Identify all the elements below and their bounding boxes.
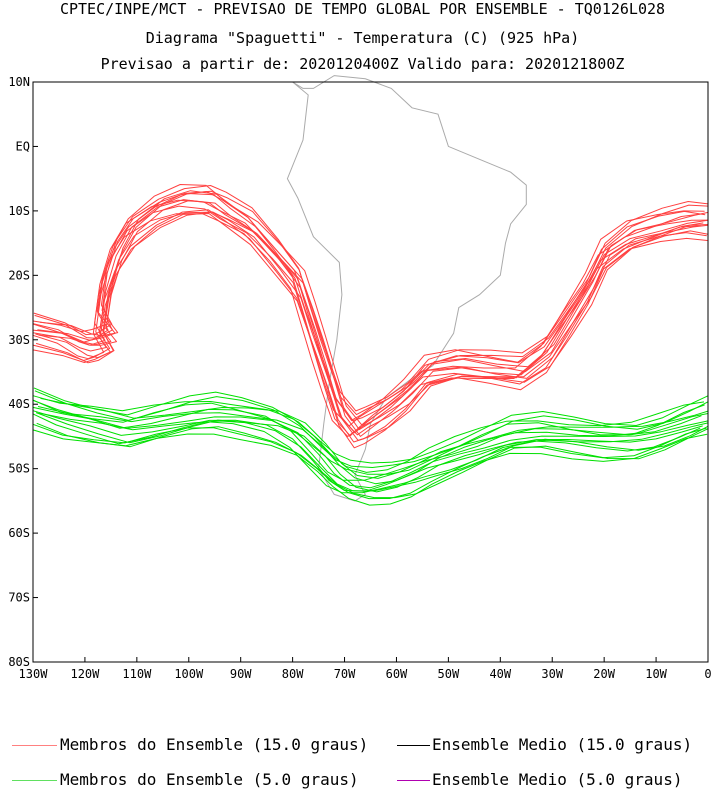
y-tick-label: 60S [8,526,30,540]
ensemble-member-5-9 [32,399,702,481]
ensemble-member-15-6 [34,190,709,416]
x-tick-label: 100W [174,667,204,681]
legend-line-black-mean [397,745,430,746]
ensemble-member-5-10 [33,387,709,464]
x-tick-label: 50W [438,667,460,681]
ensemble-member-5-4 [37,406,709,485]
legend-line-red-members [12,745,57,746]
ensemble-member-15-9 [32,199,703,427]
y-tick-label: EQ [16,139,30,153]
ensemble-member-5-6 [34,390,709,468]
x-tick-label: 40W [489,667,511,681]
legend-label-red-members: Membros do Ensemble (15.0 graus) [60,735,369,754]
x-tick-label: 30W [541,667,563,681]
x-tick-label: 0 [704,667,711,681]
legend-label-green-members: Membros do Ensemble (5.0 graus) [60,770,359,789]
ensemble-member-5-5 [32,410,703,492]
x-tick-label: 70W [334,667,356,681]
x-tick-label: 10W [645,667,667,681]
ensemble-member-5-8 [39,412,709,493]
south-america-coastline [286,75,527,502]
plot-frame [32,81,709,663]
ensemble-member-5-13 [32,413,701,494]
series-layer [32,184,709,506]
x-tick-label: 20W [593,667,615,681]
chart-header-line1: CPTEC/INPE/MCT - PREVISAO DE TEMPO GLOBA… [59,0,666,18]
ensemble-member-5-1 [32,406,709,489]
y-tick-label: 20S [8,268,30,282]
x-tick-label: 60W [386,667,408,681]
y-tick-label: 80S [8,655,30,669]
land-layer [286,75,527,502]
ensemble-member-15-14 [35,211,709,441]
x-tick-label: 120W [70,667,100,681]
legend-label-purple-mean: Ensemble Medio (5.0 graus) [432,770,683,789]
y-tick-label: 50S [8,462,30,476]
ensemble-member-5-14 [36,422,709,499]
y-tick-label: 70S [8,591,30,605]
ensemble-member-15-13 [32,213,701,437]
ensemble-member-15-12 [39,190,709,426]
legend-line-purple-mean [397,780,430,781]
ensemble-member-5-12 [40,397,709,479]
ensemble-member-15-15 [32,184,705,421]
axis-ticks: 130W 120W 110W 100W 90W 80W 70W 60W 50W 40W 30W 20W… [8,75,711,681]
x-tick-label: 130W [19,667,49,681]
ensemble-member-15-10 [33,185,709,412]
chart-title: Diagrama "Spaguetti" - Temperatura (C) (… [145,29,580,47]
series-5-graus [32,387,709,506]
ensemble-member-15-8 [38,199,709,437]
legend-label-black-mean: Ensemble Medio (15.0 graus) [432,735,693,754]
ensemble-member-5-15 [32,395,705,473]
x-tick-label: 110W [122,667,152,681]
series-15-graus [32,184,709,449]
chart-forecast-dates: Previsao a partir de: 2020120400Z Valido… [100,55,625,73]
ensemble-member-5-11 [32,429,708,506]
x-tick-label: 80W [282,667,304,681]
ensemble-member-15-11 [32,213,708,449]
legend-line-green-members [12,780,57,781]
x-tick-label: 90W [230,667,252,681]
ensemble-member-15-5 [32,205,704,437]
y-tick-label: 30S [8,333,30,347]
y-tick-label: 10N [8,75,30,89]
y-tick-label: 10S [8,204,30,218]
y-tick-label: 40S [8,397,30,411]
